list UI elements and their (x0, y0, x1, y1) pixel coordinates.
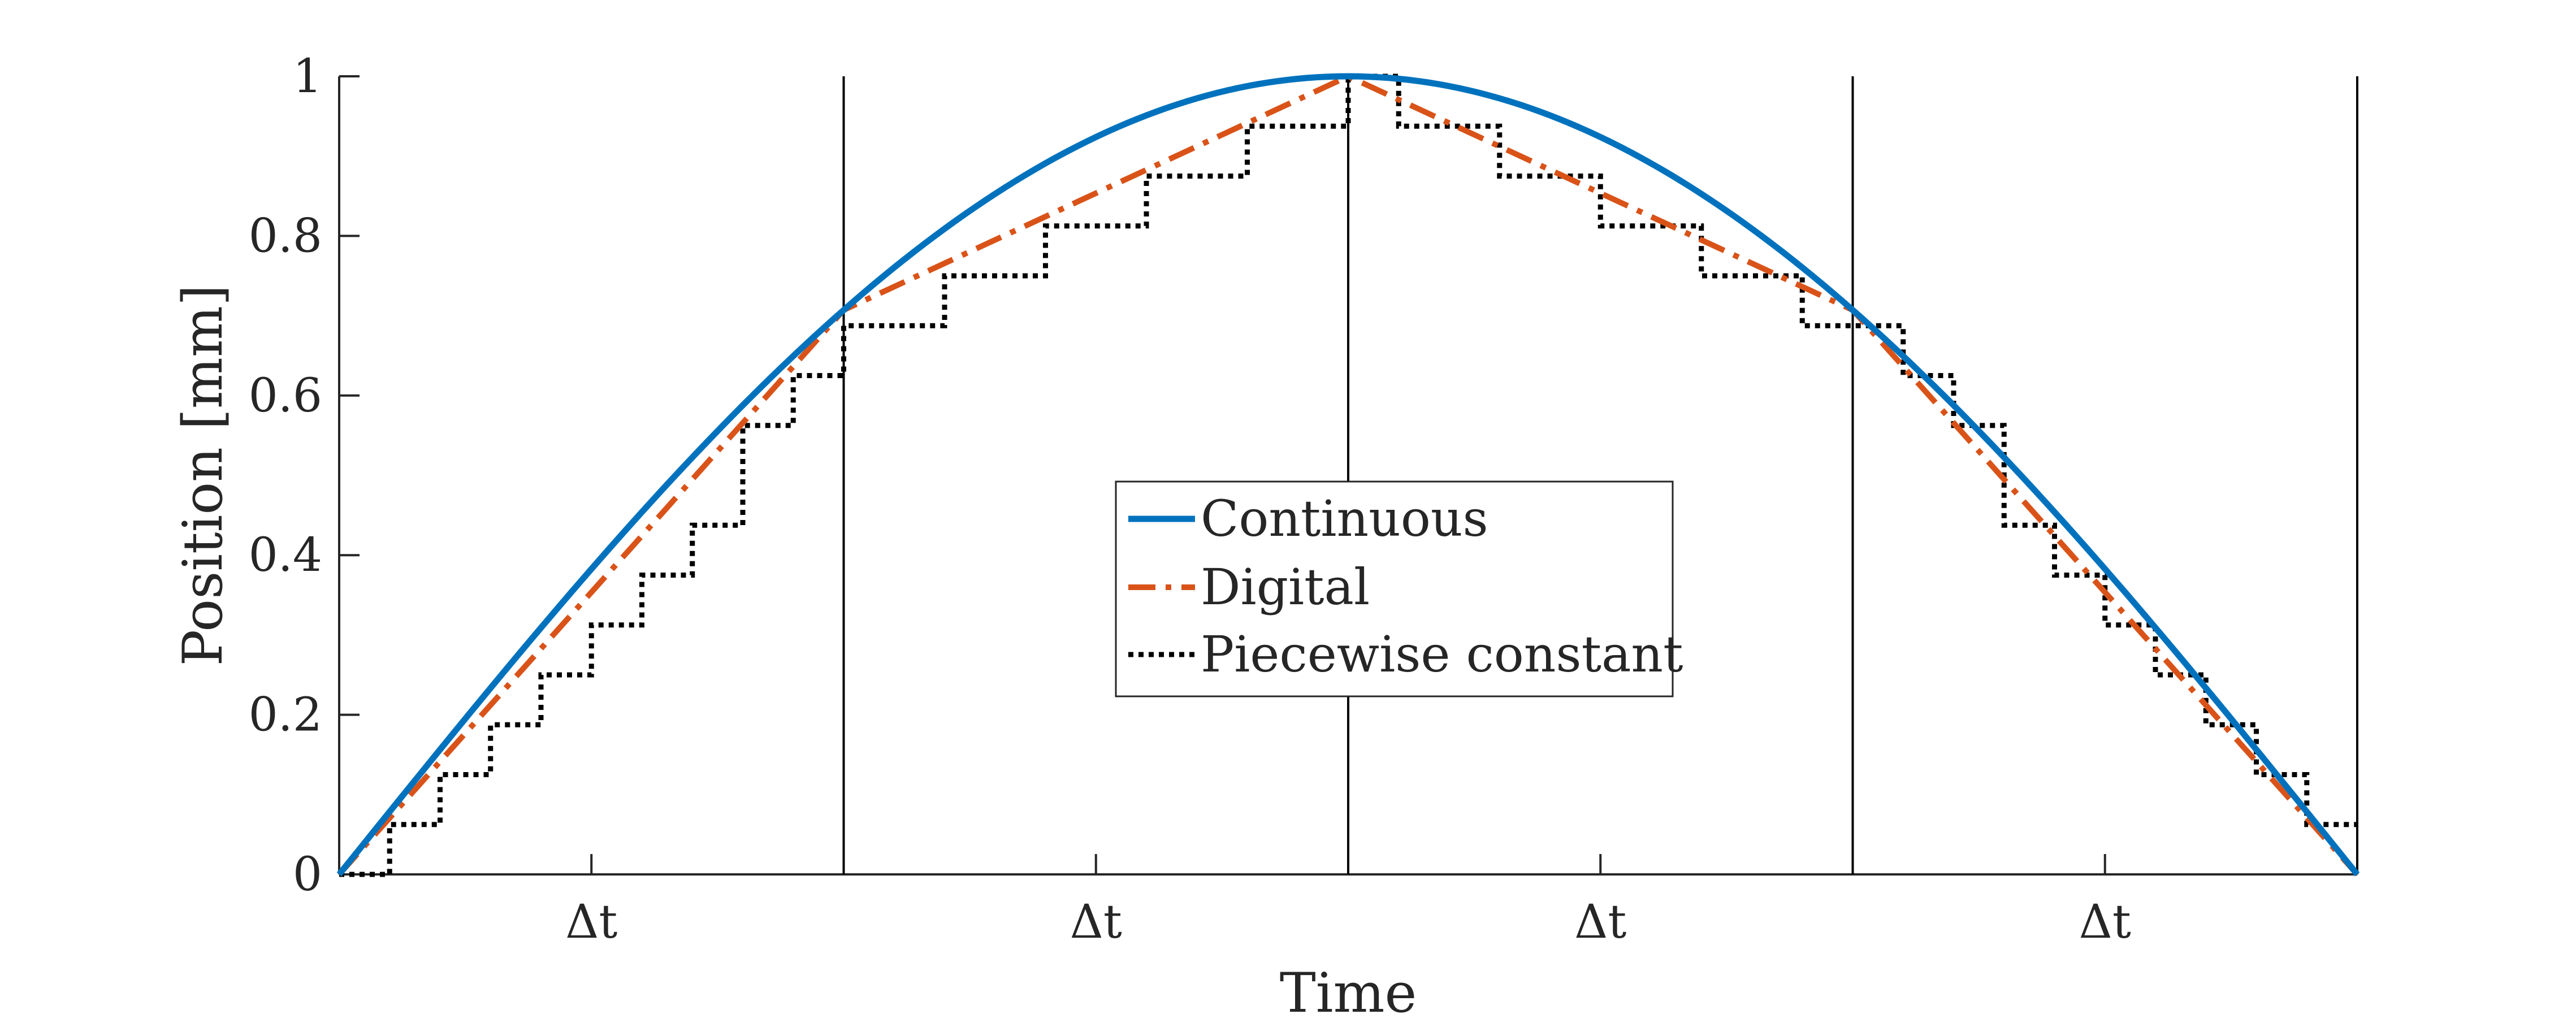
x-axis-title: Time (1280, 961, 1417, 1025)
x-interval-label: Δt (1070, 895, 1122, 949)
y-tick-label: 0.6 (249, 369, 322, 423)
y-tick-label: 0.4 (249, 528, 322, 582)
legend-label: Digital (1201, 558, 1370, 616)
legend-label: Piecewise constant (1201, 625, 1683, 683)
y-tick-label: 0.2 (249, 688, 322, 742)
x-interval-label: Δt (565, 895, 617, 949)
x-interval-label: Δt (2079, 895, 2131, 949)
series-continuous (336, 73, 2360, 877)
y-axis-title: Position [mm] (171, 285, 235, 666)
legend-box (1115, 480, 1674, 697)
legend-label: Continuous (1201, 489, 1488, 548)
series-piecewise-constant (339, 73, 2357, 877)
y-tick-label: 0.8 (249, 209, 322, 263)
x-interval-label: Δt (1574, 895, 1626, 949)
y-tick-label: 1 (293, 50, 322, 103)
y-tick-label: 0 (293, 848, 322, 902)
